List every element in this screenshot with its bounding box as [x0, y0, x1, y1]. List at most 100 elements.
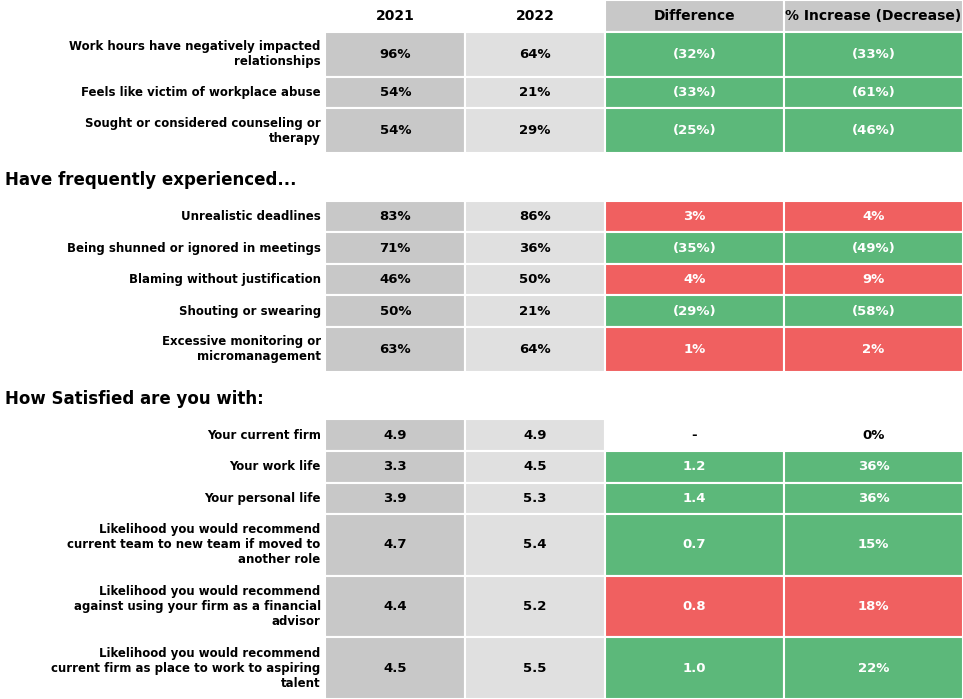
- Text: (32%): (32%): [672, 48, 716, 61]
- FancyBboxPatch shape: [784, 108, 963, 153]
- Text: 4.9: 4.9: [383, 428, 407, 442]
- FancyBboxPatch shape: [325, 31, 465, 77]
- FancyBboxPatch shape: [465, 637, 605, 699]
- Text: (29%): (29%): [672, 305, 716, 317]
- Text: (33%): (33%): [672, 86, 716, 99]
- FancyBboxPatch shape: [784, 232, 963, 264]
- Text: 0%: 0%: [862, 428, 885, 442]
- FancyBboxPatch shape: [605, 31, 784, 77]
- Text: (58%): (58%): [851, 305, 896, 317]
- FancyBboxPatch shape: [325, 108, 465, 153]
- Text: Work hours have negatively impacted
relationships: Work hours have negatively impacted rela…: [69, 40, 321, 68]
- Text: 71%: 71%: [379, 242, 411, 254]
- Text: 54%: 54%: [379, 86, 411, 99]
- Text: 4.5: 4.5: [383, 662, 407, 675]
- FancyBboxPatch shape: [325, 514, 465, 576]
- FancyBboxPatch shape: [784, 482, 963, 514]
- Text: Your current firm: Your current firm: [207, 428, 321, 442]
- Text: (49%): (49%): [851, 242, 896, 254]
- FancyBboxPatch shape: [605, 451, 784, 482]
- Text: Feels like victim of workplace abuse: Feels like victim of workplace abuse: [81, 86, 321, 99]
- FancyBboxPatch shape: [605, 482, 784, 514]
- Text: 4.4: 4.4: [383, 600, 407, 613]
- FancyBboxPatch shape: [325, 327, 465, 372]
- FancyBboxPatch shape: [465, 296, 605, 327]
- Text: 4.5: 4.5: [523, 460, 547, 473]
- Text: Likelihood you would recommend
current team to new team if moved to
another role: Likelihood you would recommend current t…: [67, 524, 321, 566]
- FancyBboxPatch shape: [784, 637, 963, 699]
- Text: 64%: 64%: [519, 343, 551, 356]
- FancyBboxPatch shape: [605, 296, 784, 327]
- Text: Your personal life: Your personal life: [204, 492, 321, 505]
- FancyBboxPatch shape: [465, 264, 605, 296]
- FancyBboxPatch shape: [784, 296, 963, 327]
- Text: 22%: 22%: [858, 662, 889, 675]
- FancyBboxPatch shape: [605, 637, 784, 699]
- Text: Shouting or swearing: Shouting or swearing: [178, 305, 321, 317]
- Text: 18%: 18%: [858, 600, 889, 613]
- Text: 4%: 4%: [862, 210, 885, 223]
- Text: 50%: 50%: [379, 305, 411, 317]
- FancyBboxPatch shape: [325, 264, 465, 296]
- Text: 4%: 4%: [683, 273, 706, 286]
- FancyBboxPatch shape: [465, 451, 605, 482]
- Text: Unrealistic deadlines: Unrealistic deadlines: [181, 210, 321, 223]
- Text: 15%: 15%: [858, 538, 889, 552]
- FancyBboxPatch shape: [325, 232, 465, 264]
- Text: 4.7: 4.7: [383, 538, 407, 552]
- Text: Likelihood you would recommend
against using your firm as a financial
advisor: Likelihood you would recommend against u…: [73, 585, 321, 628]
- Text: 0.7: 0.7: [683, 538, 706, 552]
- Text: (46%): (46%): [851, 124, 896, 137]
- Text: 3.9: 3.9: [383, 492, 407, 505]
- FancyBboxPatch shape: [784, 514, 963, 576]
- Text: (35%): (35%): [672, 242, 716, 254]
- Text: (61%): (61%): [851, 86, 896, 99]
- FancyBboxPatch shape: [605, 201, 784, 232]
- Text: 29%: 29%: [519, 124, 551, 137]
- FancyBboxPatch shape: [784, 264, 963, 296]
- FancyBboxPatch shape: [605, 232, 784, 264]
- Text: 1.4: 1.4: [683, 492, 706, 505]
- Text: 9%: 9%: [862, 273, 885, 286]
- Text: 3.3: 3.3: [383, 460, 407, 473]
- Text: Likelihood you would recommend
current firm as place to work to aspiring
talent: Likelihood you would recommend current f…: [51, 647, 321, 690]
- FancyBboxPatch shape: [605, 514, 784, 576]
- Text: 86%: 86%: [519, 210, 551, 223]
- FancyBboxPatch shape: [325, 451, 465, 482]
- Text: Have frequently experienced...: Have frequently experienced...: [5, 171, 297, 189]
- Text: 46%: 46%: [379, 273, 411, 286]
- FancyBboxPatch shape: [465, 201, 605, 232]
- FancyBboxPatch shape: [784, 419, 963, 451]
- Text: Blaming without justification: Blaming without justification: [129, 273, 321, 286]
- FancyBboxPatch shape: [325, 482, 465, 514]
- Text: 2021: 2021: [376, 9, 415, 23]
- FancyBboxPatch shape: [784, 77, 963, 108]
- FancyBboxPatch shape: [465, 576, 605, 637]
- FancyBboxPatch shape: [325, 637, 465, 699]
- Text: 5.2: 5.2: [523, 600, 547, 613]
- Text: Excessive monitoring or
micromanagement: Excessive monitoring or micromanagement: [162, 336, 321, 363]
- Text: (33%): (33%): [851, 48, 896, 61]
- FancyBboxPatch shape: [784, 0, 963, 31]
- FancyBboxPatch shape: [784, 201, 963, 232]
- FancyBboxPatch shape: [465, 419, 605, 451]
- FancyBboxPatch shape: [784, 31, 963, 77]
- Text: 4.9: 4.9: [523, 428, 547, 442]
- Text: % Increase (Decrease): % Increase (Decrease): [785, 9, 962, 23]
- FancyBboxPatch shape: [465, 327, 605, 372]
- Text: 83%: 83%: [379, 210, 411, 223]
- FancyBboxPatch shape: [465, 482, 605, 514]
- Text: 64%: 64%: [519, 48, 551, 61]
- FancyBboxPatch shape: [784, 327, 963, 372]
- Text: Being shunned or ignored in meetings: Being shunned or ignored in meetings: [66, 242, 321, 254]
- FancyBboxPatch shape: [605, 419, 784, 451]
- FancyBboxPatch shape: [465, 31, 605, 77]
- Text: Your work life: Your work life: [229, 460, 321, 473]
- FancyBboxPatch shape: [325, 77, 465, 108]
- Text: 21%: 21%: [519, 305, 551, 317]
- FancyBboxPatch shape: [605, 108, 784, 153]
- Text: -: -: [691, 428, 697, 442]
- FancyBboxPatch shape: [605, 264, 784, 296]
- Text: 2%: 2%: [862, 343, 885, 356]
- Text: 0.8: 0.8: [683, 600, 706, 613]
